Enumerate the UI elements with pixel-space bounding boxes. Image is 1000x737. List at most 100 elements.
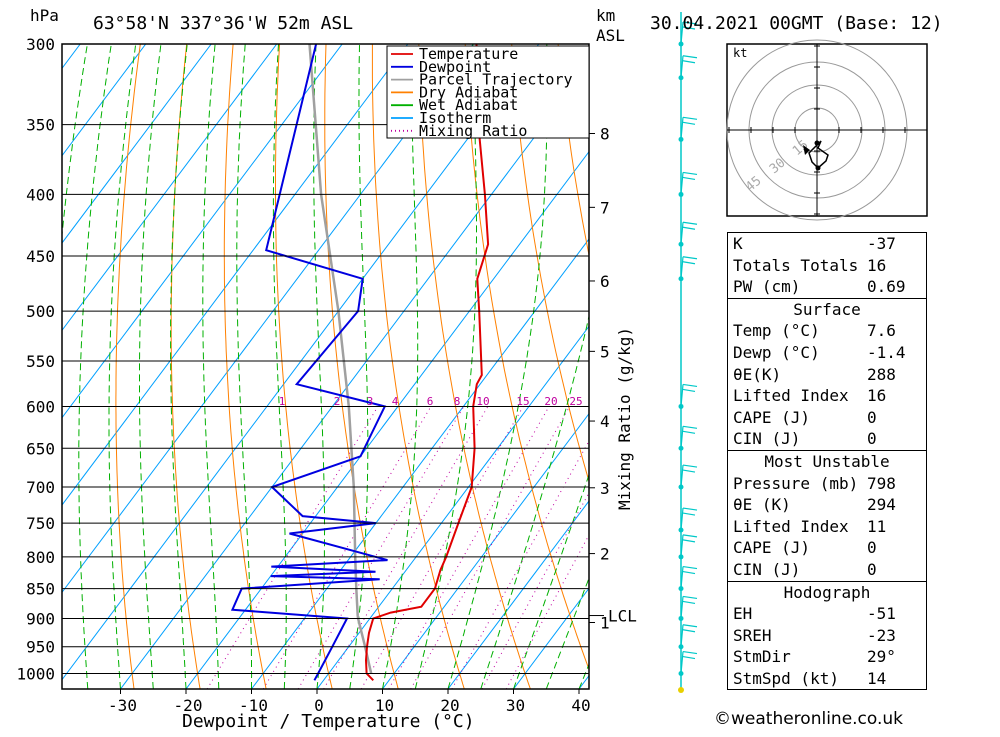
pressure-tick-label: 700 xyxy=(26,478,55,497)
wind-barb xyxy=(683,601,695,603)
wet-adiabat-line xyxy=(273,44,286,689)
isotherm-line xyxy=(252,44,736,689)
wind-barb xyxy=(683,257,697,259)
pressure-tick-label: 600 xyxy=(26,397,55,416)
surface-row: CAPE (J)0 xyxy=(728,407,926,429)
mixing-ratio-label: 3 xyxy=(367,395,374,408)
pressure-tick-label: 400 xyxy=(26,185,55,204)
dry-adiabat-line xyxy=(171,44,200,689)
wind-barb xyxy=(683,508,697,510)
wind-barb xyxy=(683,630,695,632)
mixing-ratio-label: 4 xyxy=(392,395,399,408)
dry-adiabat-line xyxy=(512,44,663,689)
location-title: 63°58'N 337°36'W 52m ASL xyxy=(93,13,353,34)
most-unstable-row: CIN (J)0 xyxy=(728,559,926,581)
hodograph-row: EH-51 xyxy=(728,603,926,625)
wind-barb xyxy=(683,227,695,229)
wind-barb xyxy=(683,56,697,58)
temperature-tick-label: 40 xyxy=(571,696,590,715)
most-unstable-table: Most Unstable Pressure (mb)798 θE (K)294… xyxy=(727,450,927,582)
dry-adiabat-line xyxy=(976,44,1000,689)
wet-adiabat-line xyxy=(140,44,161,689)
wet-adiabat-line xyxy=(79,44,112,689)
wind-barb xyxy=(683,426,697,428)
pressure-tick-label: 950 xyxy=(26,638,55,657)
wet-adiabat-line xyxy=(314,44,325,689)
km-tick-label: 7 xyxy=(600,198,610,217)
hodograph-table-title: Hodograph xyxy=(728,582,926,604)
pressure-tick-label: 900 xyxy=(26,609,55,628)
wind-barb xyxy=(683,262,695,264)
wind-barb xyxy=(683,431,695,433)
datetime-title: 30.04.2021 00GMT (Base: 12) xyxy=(650,13,943,34)
hodograph-unit: kt xyxy=(733,46,747,60)
km-tick-label: 8 xyxy=(600,124,610,143)
isotherm-line xyxy=(121,44,605,689)
wet-adiabat-line xyxy=(415,44,476,689)
wind-barb xyxy=(683,657,695,659)
wind-barb xyxy=(683,513,695,515)
wind-barb xyxy=(683,625,697,627)
wind-barb xyxy=(683,572,695,574)
surface-wind-dot xyxy=(678,687,684,693)
temperature-tick-label: 30 xyxy=(506,696,525,715)
km-tick-label: 3 xyxy=(600,479,610,498)
most-unstable-row: CAPE (J)0 xyxy=(728,537,926,559)
wet-adiabat-line xyxy=(203,44,219,689)
pressure-tick-label: 800 xyxy=(26,548,55,567)
pressure-tick-label: 500 xyxy=(26,302,55,321)
km-tick-label: 4 xyxy=(600,412,610,431)
mixing-ratio-label: 15 xyxy=(516,395,529,408)
mixing-ratio-label: 1 xyxy=(279,395,286,408)
hodograph-row: StmSpd (kt)14 xyxy=(728,668,926,690)
wind-barb xyxy=(683,172,697,174)
mixing-ratio-label: 2 xyxy=(334,395,341,408)
wind-barb xyxy=(683,389,695,391)
lcl-label: LCL xyxy=(608,607,637,626)
hodograph-row: SREH-23 xyxy=(728,625,926,647)
wet-adiabat-line xyxy=(171,44,188,689)
km-tick-label: 6 xyxy=(600,272,610,291)
km-tick-label: 2 xyxy=(600,545,610,564)
wet-adiabat-line xyxy=(350,44,368,689)
most-unstable-row: θE (K)294 xyxy=(728,494,926,516)
wind-barb xyxy=(683,122,695,124)
unit-hpa: hPa xyxy=(30,6,59,25)
isotherm-line xyxy=(0,44,473,689)
pressure-tick-label: 450 xyxy=(26,247,55,266)
isotherm-line xyxy=(0,44,15,689)
unit-asl: ASL xyxy=(596,26,625,45)
wind-barb xyxy=(683,177,695,179)
pressure-tick-label: 300 xyxy=(26,35,55,54)
hodograph-point xyxy=(815,141,820,146)
copyright-text: ©weatheronline.co.uk xyxy=(714,709,903,729)
surface-title: Surface xyxy=(728,299,926,321)
isotherm-line xyxy=(55,44,539,689)
mixing-ratio-label: 8 xyxy=(454,395,461,408)
legend-entry: Mixing Ratio xyxy=(419,122,527,140)
hodograph-point xyxy=(816,166,821,171)
dewpoint-line xyxy=(232,44,387,680)
pressure-tick-label: 650 xyxy=(26,439,55,458)
pressure-tick-label: 850 xyxy=(26,580,55,599)
index-row: PW (cm)0.69 xyxy=(728,276,926,298)
most-unstable-title: Most Unstable xyxy=(728,451,926,473)
x-axis-label: Dewpoint / Temperature (°C) xyxy=(182,711,475,732)
isotherm-line xyxy=(186,44,670,689)
wind-barb xyxy=(683,384,697,386)
pressure-tick-label: 750 xyxy=(26,514,55,533)
km-tick-label: 5 xyxy=(600,342,610,361)
mixing-ratio-axis-label: Mixing Ratio (g/kg) xyxy=(615,327,634,510)
mixing-ratio-label: 25 xyxy=(569,395,582,408)
wind-barb xyxy=(683,117,697,119)
wind-barb xyxy=(683,567,697,569)
wind-barb xyxy=(683,61,695,63)
dry-adiabat-line xyxy=(419,44,531,689)
